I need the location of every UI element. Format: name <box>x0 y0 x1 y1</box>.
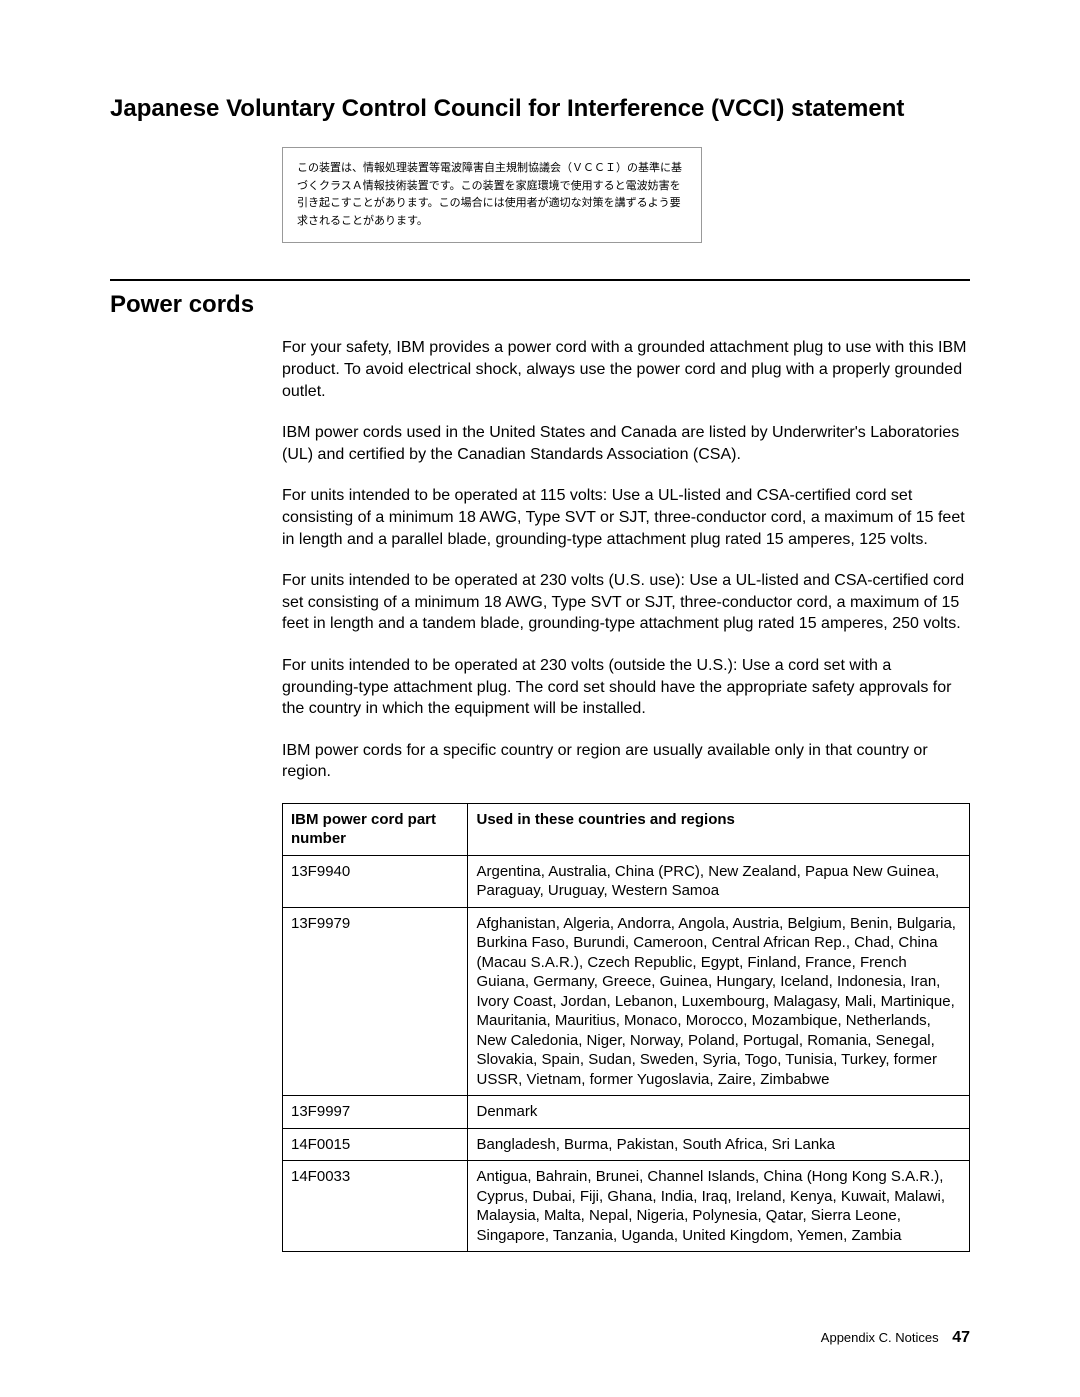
cell-part: 13F9997 <box>283 1096 468 1129</box>
paragraph: For units intended to be operated at 115… <box>282 485 970 550</box>
paragraph: IBM power cords for a specific country o… <box>282 740 970 783</box>
cell-part: 14F0015 <box>283 1128 468 1161</box>
cell-regions: Antigua, Bahrain, Brunei, Channel Island… <box>468 1161 970 1252</box>
cell-regions: Bangladesh, Burma, Pakistan, South Afric… <box>468 1128 970 1161</box>
paragraph: For units intended to be operated at 230… <box>282 570 970 635</box>
table-header-row: IBM power cord part number Used in these… <box>283 803 970 855</box>
table-header-part: IBM power cord part number <box>283 803 468 855</box>
body-column: For your safety, IBM provides a power co… <box>282 337 970 1252</box>
power-cords-heading: Power cords <box>110 291 970 319</box>
page-number: 47 <box>952 1329 970 1346</box>
vcci-statement-box: この装置は、情報処理装置等電波障害自主規制協議会（ＶＣＣＩ）の基準に基づくクラス… <box>282 147 702 243</box>
cell-part: 13F9979 <box>283 907 468 1096</box>
table-header-regions: Used in these countries and regions <box>468 803 970 855</box>
table-row: 13F9997 Denmark <box>283 1096 970 1129</box>
cell-part: 14F0033 <box>283 1161 468 1252</box>
vcci-heading: Japanese Voluntary Control Council for I… <box>110 95 970 123</box>
table-row: 13F9940 Argentina, Australia, China (PRC… <box>283 855 970 907</box>
paragraph: For your safety, IBM provides a power co… <box>282 337 970 402</box>
cell-regions: Denmark <box>468 1096 970 1129</box>
cell-part: 13F9940 <box>283 855 468 907</box>
table-row: 14F0015 Bangladesh, Burma, Pakistan, Sou… <box>283 1128 970 1161</box>
power-cord-table: IBM power cord part number Used in these… <box>282 803 970 1253</box>
cell-regions: Afghanistan, Algeria, Andorra, Angola, A… <box>468 907 970 1096</box>
document-page: Japanese Voluntary Control Council for I… <box>0 0 1080 1302</box>
section-divider <box>110 279 970 281</box>
paragraph: IBM power cords used in the United State… <box>282 422 970 465</box>
vcci-text: この装置は、情報処理装置等電波障害自主規制協議会（ＶＣＣＩ）の基準に基づくクラス… <box>297 162 682 227</box>
table-row: 13F9979 Afghanistan, Algeria, Andorra, A… <box>283 907 970 1096</box>
paragraph: For units intended to be operated at 230… <box>282 655 970 720</box>
footer-label: Appendix C. Notices <box>821 1330 939 1345</box>
page-footer: Appendix C. Notices 47 <box>821 1329 970 1347</box>
cell-regions: Argentina, Australia, China (PRC), New Z… <box>468 855 970 907</box>
table-row: 14F0033 Antigua, Bahrain, Brunei, Channe… <box>283 1161 970 1252</box>
